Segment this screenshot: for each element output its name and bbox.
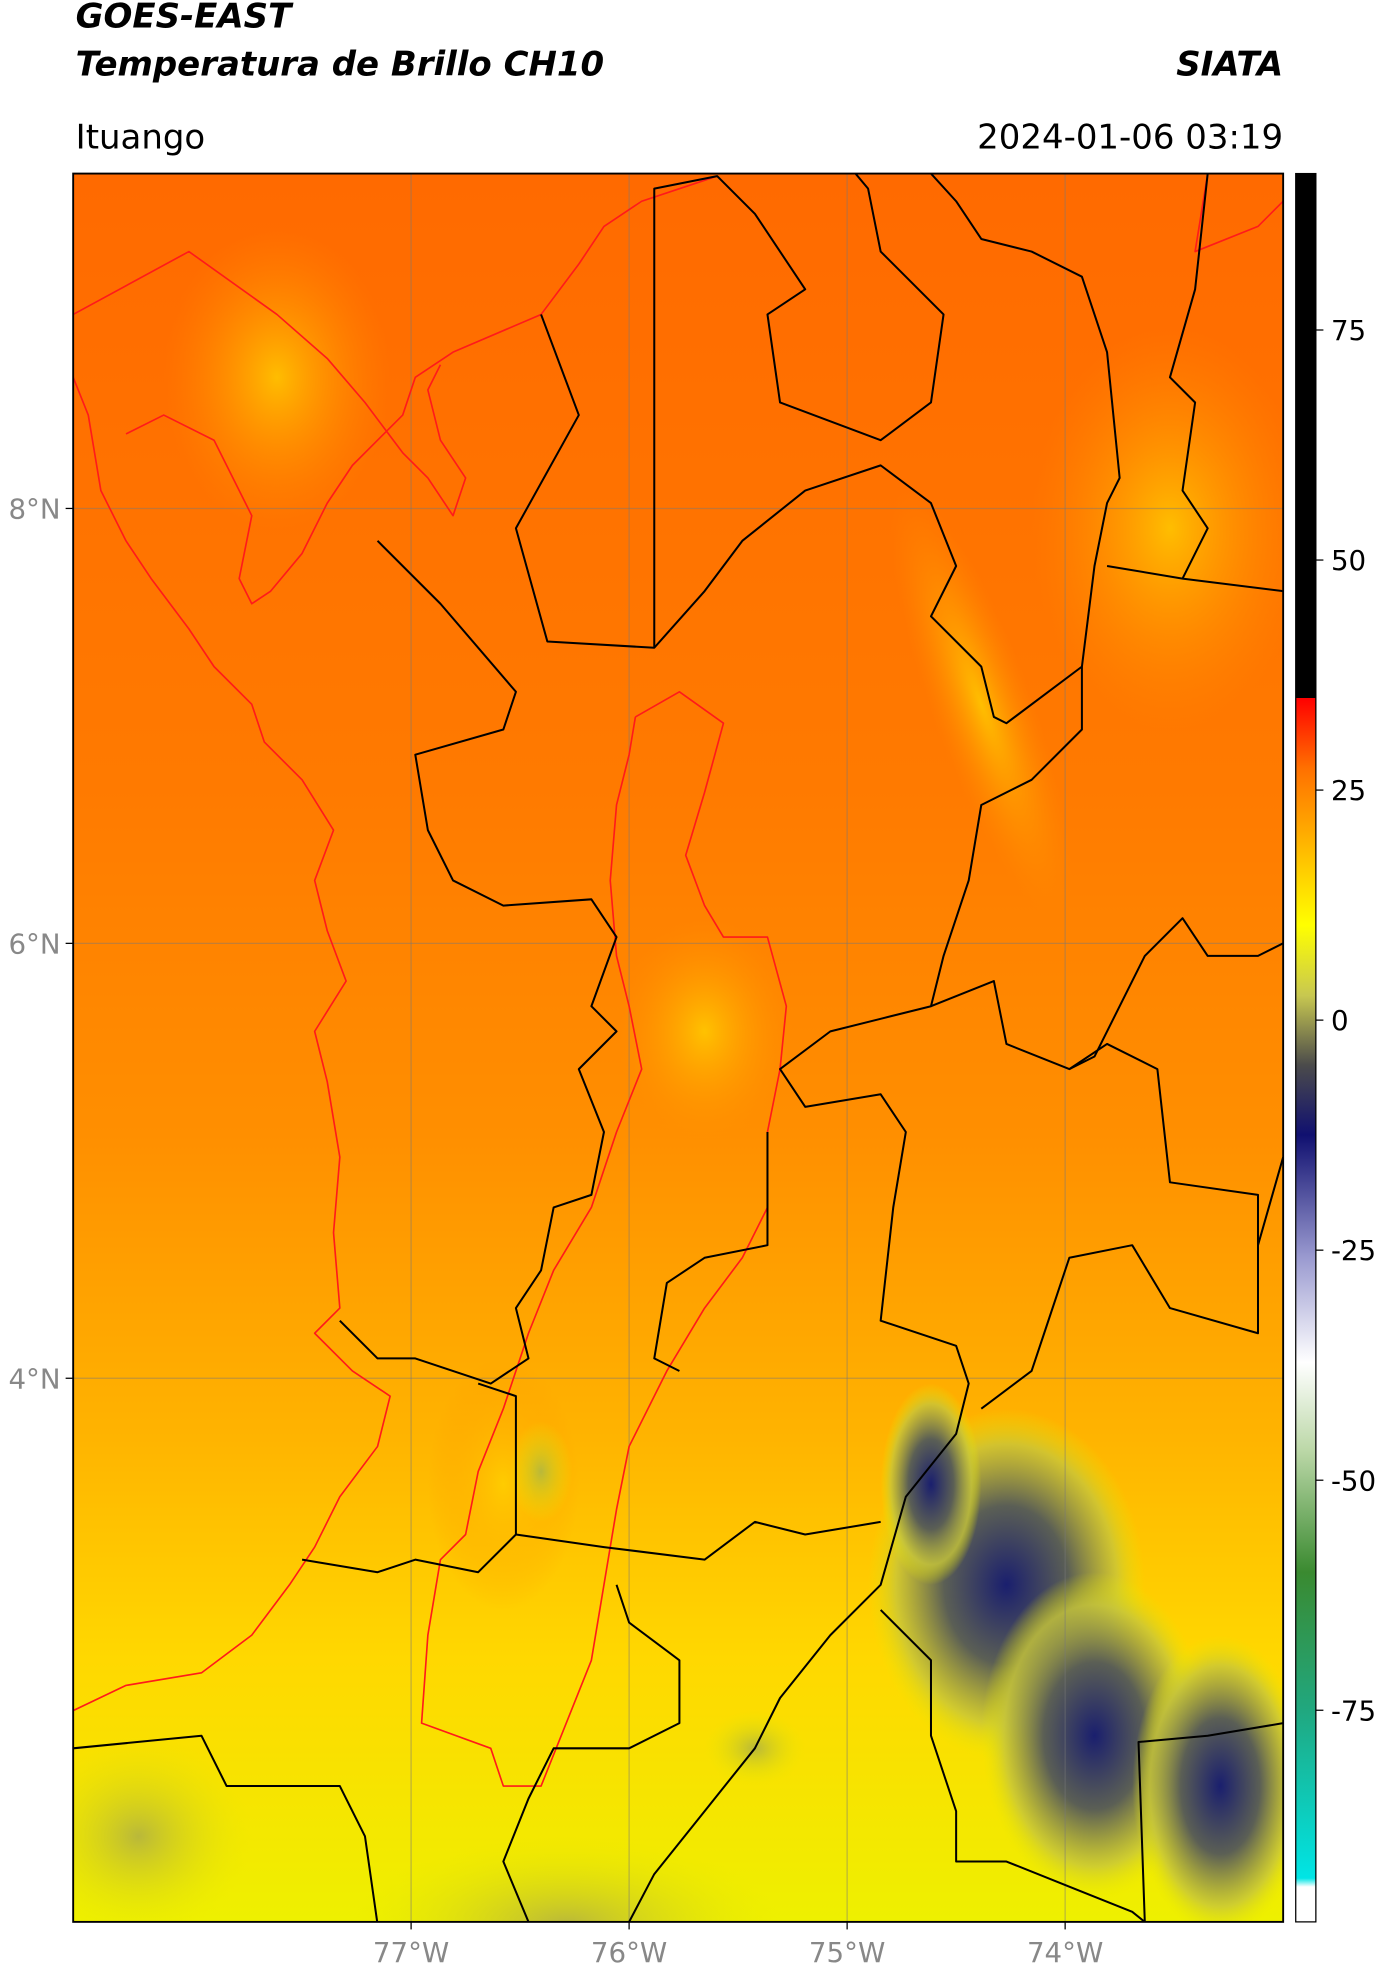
colorbar-tick-label: -75 bbox=[1331, 1694, 1376, 1727]
colorbar-tick-label: 75 bbox=[1331, 314, 1366, 347]
map-frame bbox=[72, 172, 1285, 1923]
map-image bbox=[73, 173, 1284, 1922]
borders bbox=[73, 173, 1284, 1922]
timestamp: 2024-01-06 03:19 bbox=[977, 117, 1283, 157]
colorbar-frame bbox=[1295, 172, 1317, 1923]
lon-tick-label: 77°W bbox=[373, 1936, 449, 1969]
location: Ituango bbox=[76, 117, 206, 157]
colorbar-tick-label: -25 bbox=[1331, 1234, 1376, 1267]
colorbar-tick-label: 0 bbox=[1331, 1004, 1349, 1037]
source: SIATA bbox=[1176, 44, 1283, 84]
lat-tick-label: 6°N bbox=[8, 927, 60, 960]
title-line1: GOES-EAST bbox=[76, 0, 294, 37]
colorbar-ticks: 75 50 25 0 -25 -50 -75 bbox=[1315, 314, 1376, 1727]
lon-tick-label: 75°W bbox=[809, 1936, 885, 1969]
title-line2: Temperatura de Brillo CH10 bbox=[76, 44, 604, 84]
lon-tick-label: 76°W bbox=[591, 1936, 667, 1969]
colorbar bbox=[1295, 173, 1316, 1922]
graticule bbox=[73, 173, 1284, 1922]
lon-tick-label: 74°W bbox=[1027, 1936, 1103, 1969]
colorbar-tick-label: 25 bbox=[1331, 774, 1366, 807]
colorbar-tick-label: 50 bbox=[1331, 544, 1366, 577]
lat-tick-label: 4°N bbox=[8, 1362, 60, 1395]
lat-tick-label: 8°N bbox=[8, 493, 60, 526]
map-ticks: 8°N 6°N 4°N 77°W 76°W 75°W 74°W bbox=[8, 493, 1103, 1970]
colorbar-tick-label: -50 bbox=[1331, 1464, 1376, 1497]
